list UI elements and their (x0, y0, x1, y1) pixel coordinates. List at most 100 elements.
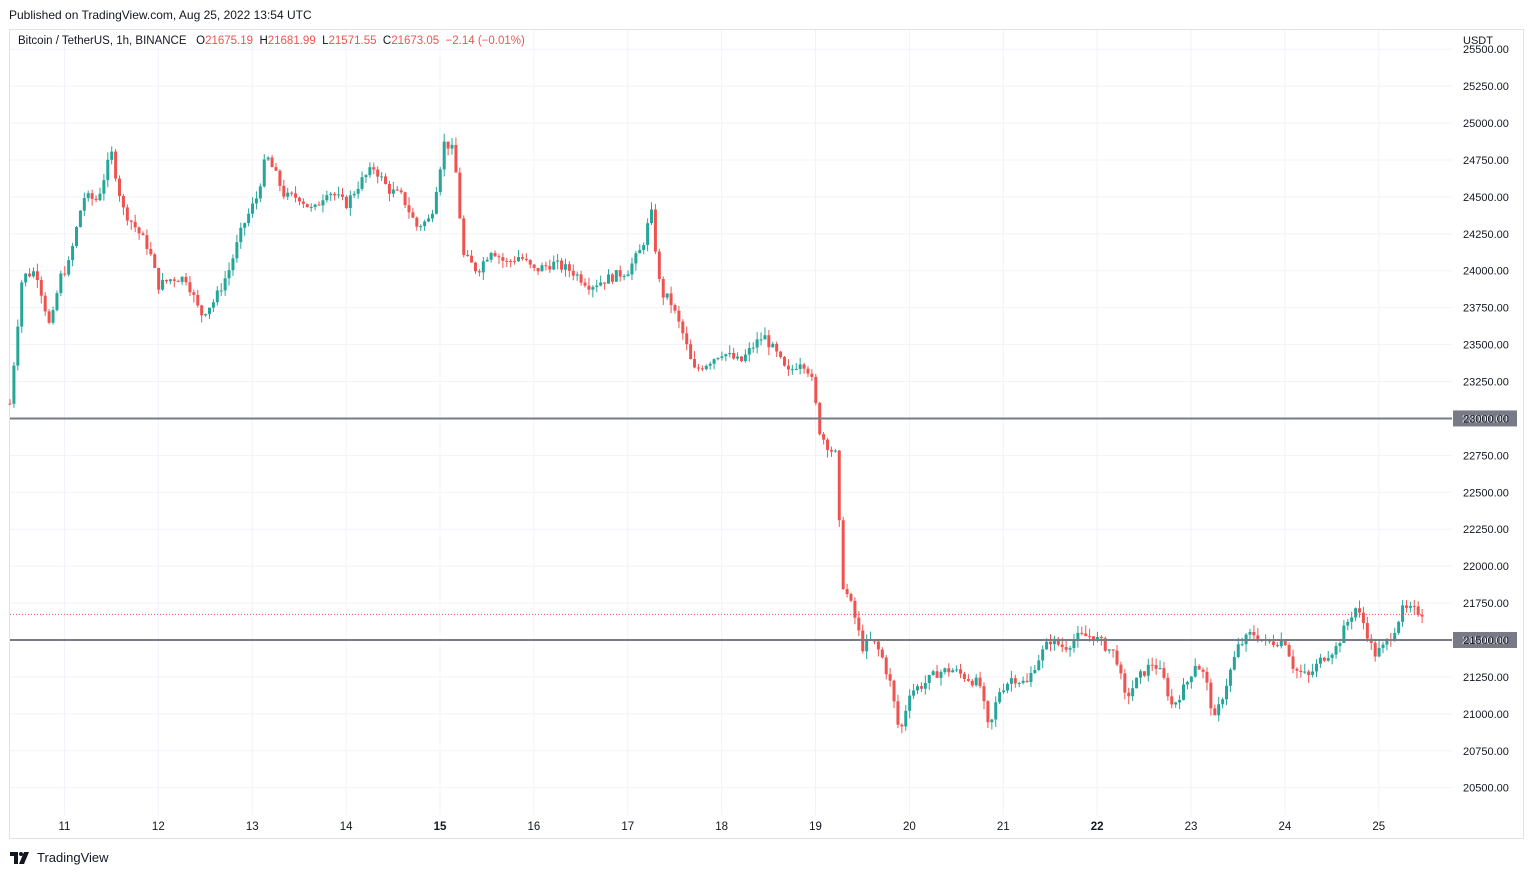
candle-body (1138, 671, 1142, 678)
y-tick-label: 21000.00 (1463, 709, 1509, 721)
candle-body (376, 169, 380, 177)
candle-body (297, 197, 301, 202)
candle-body (16, 326, 20, 366)
candle-body (900, 724, 904, 727)
candle-body (419, 226, 423, 228)
y-tick-label: 24500.00 (1463, 192, 1509, 204)
candle-body (1201, 669, 1205, 672)
candle-body (364, 175, 368, 178)
candle-body (1236, 644, 1240, 658)
candle-body (544, 265, 548, 267)
candle-body (1182, 684, 1186, 700)
candle-body (399, 190, 403, 193)
open-value: 21675.19 (205, 35, 254, 47)
candle-body (931, 671, 935, 675)
tradingview-brand: TradingView (37, 850, 109, 865)
candle-body (1174, 702, 1178, 705)
candle-body (751, 347, 755, 349)
y-tick-label: 23250.00 (1463, 377, 1509, 389)
candle-body (247, 213, 251, 224)
candle-body (1420, 614, 1424, 617)
candle-body (98, 193, 102, 201)
candle-body (1228, 669, 1232, 686)
candle-body (430, 213, 434, 219)
candle-body (78, 210, 82, 228)
candle-body (814, 376, 818, 403)
candle-body (994, 702, 998, 720)
candle-body (943, 668, 947, 673)
candle-body (266, 157, 270, 160)
candle-body (775, 343, 779, 352)
candle-body (853, 600, 857, 618)
candle-body (642, 245, 646, 251)
candle-body (892, 680, 896, 702)
candle-body (841, 520, 845, 590)
candle-body (736, 356, 740, 359)
candle-body (693, 359, 697, 368)
candle-body (798, 364, 802, 369)
candle-body (700, 368, 704, 370)
tradingview-footer[interactable]: TradingView (10, 850, 109, 865)
candle-body (634, 253, 638, 264)
candle-body (1002, 690, 1006, 693)
candle-body (849, 594, 853, 601)
candle-body (1385, 639, 1389, 645)
candle-body (966, 678, 970, 681)
candle-body (223, 278, 227, 291)
candle-body (876, 641, 880, 650)
symbol-label[interactable]: Bitcoin / TetherUS, 1h, BINANCE (18, 35, 187, 47)
high-label: H (259, 35, 268, 47)
horizontal-lines-layer[interactable]: 23000.00 21500.00 (10, 410, 1517, 648)
candle-body (254, 198, 258, 204)
candle-body (998, 692, 1002, 703)
candle-body (466, 254, 470, 256)
x-tick-label: 12 (152, 821, 165, 833)
candle-body (286, 192, 290, 197)
candle-body (888, 674, 892, 681)
candle-body (962, 673, 966, 679)
axis-layer: 25500.00 25250.00 25000.00 24750.00 24500.00… (58, 35, 1508, 833)
x-tick-label: 24 (1278, 821, 1291, 833)
candle-body (227, 270, 231, 279)
candle-body (1170, 696, 1174, 705)
candle-body (141, 233, 145, 236)
candle-body (579, 274, 583, 283)
candle-body (1052, 638, 1056, 645)
candle-body (235, 242, 239, 259)
candle-body (493, 253, 497, 257)
candle-body (532, 264, 536, 268)
candle-body (1088, 636, 1092, 638)
candle-body (391, 189, 395, 194)
x-tick-label: 17 (621, 821, 634, 833)
candle-body (262, 159, 266, 187)
candle-body (118, 178, 122, 197)
y-tick-label: 21250.00 (1463, 672, 1509, 684)
x-tick-label: 25 (1372, 821, 1385, 833)
candle-body (747, 348, 751, 355)
candle-body (90, 193, 94, 199)
candle-body (161, 279, 165, 290)
candle-body (1248, 632, 1252, 635)
candle-body (215, 290, 219, 303)
candle-body (986, 701, 990, 723)
candle-body (1307, 671, 1311, 675)
candle-body (865, 639, 869, 652)
candle-body (646, 223, 650, 246)
candle-body (912, 690, 916, 696)
change-value: −2.14 (−0.01%) (445, 35, 525, 47)
candle-body (982, 686, 986, 702)
y-tick-label: 25000.00 (1463, 118, 1509, 130)
y-tick-label: 22750.00 (1463, 450, 1509, 462)
candle-body (446, 141, 450, 149)
candle-body (1240, 644, 1244, 646)
candle-body (1381, 644, 1385, 648)
candle-body (145, 235, 149, 249)
candle-body (990, 719, 994, 723)
candle-body (1209, 682, 1213, 709)
candle-body (626, 274, 630, 277)
candle-body (677, 310, 681, 322)
candle-body (204, 314, 208, 316)
candle-body (1092, 636, 1096, 641)
candle-body (106, 159, 110, 181)
